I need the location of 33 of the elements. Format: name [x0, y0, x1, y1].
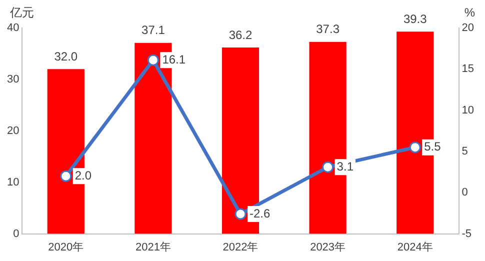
data-label: -2.6: [250, 206, 271, 220]
y-axis-title: 亿元: [9, 5, 34, 20]
point: [322, 161, 334, 173]
y-tick-label: 10: [6, 176, 20, 188]
data-label: 37.3: [316, 22, 340, 36]
x-tick-label: 2021年: [135, 241, 171, 254]
y2-tick-label: 15: [462, 63, 474, 76]
y-tick-label: 40: [6, 22, 20, 34]
y2-tick-label: 20: [462, 22, 474, 34]
data-label: 5.5: [424, 140, 442, 154]
y2-axis-title: %: [464, 5, 476, 20]
data-label: 37.1: [142, 23, 166, 38]
x-tick-label: 2024年: [397, 241, 433, 254]
y2-tick-label: 5: [462, 146, 468, 158]
point: [147, 54, 159, 66]
x-tick-label: 2020年: [48, 241, 84, 254]
y-tick-label: 0: [13, 228, 20, 240]
data-label: 2.0: [74, 168, 92, 182]
data-label: 39.3: [403, 12, 428, 26]
y2-tick-label: 0: [462, 186, 468, 199]
x-tick-label: 2023年: [310, 241, 346, 254]
y2-tick-label: 10: [462, 104, 474, 116]
data-label: 3.1: [336, 159, 354, 174]
data-label: 32.0: [54, 49, 78, 64]
point: [234, 208, 246, 220]
y2-tick-label: -5: [462, 228, 472, 240]
x-tick-label: 2022年: [222, 241, 258, 254]
data-label: 16.1: [162, 52, 186, 66]
point: [409, 142, 421, 154]
point: [60, 170, 72, 182]
y-tick-label: 30: [6, 73, 20, 86]
data-label: 36.2: [228, 28, 252, 42]
y-tick-label: 20: [6, 124, 20, 137]
